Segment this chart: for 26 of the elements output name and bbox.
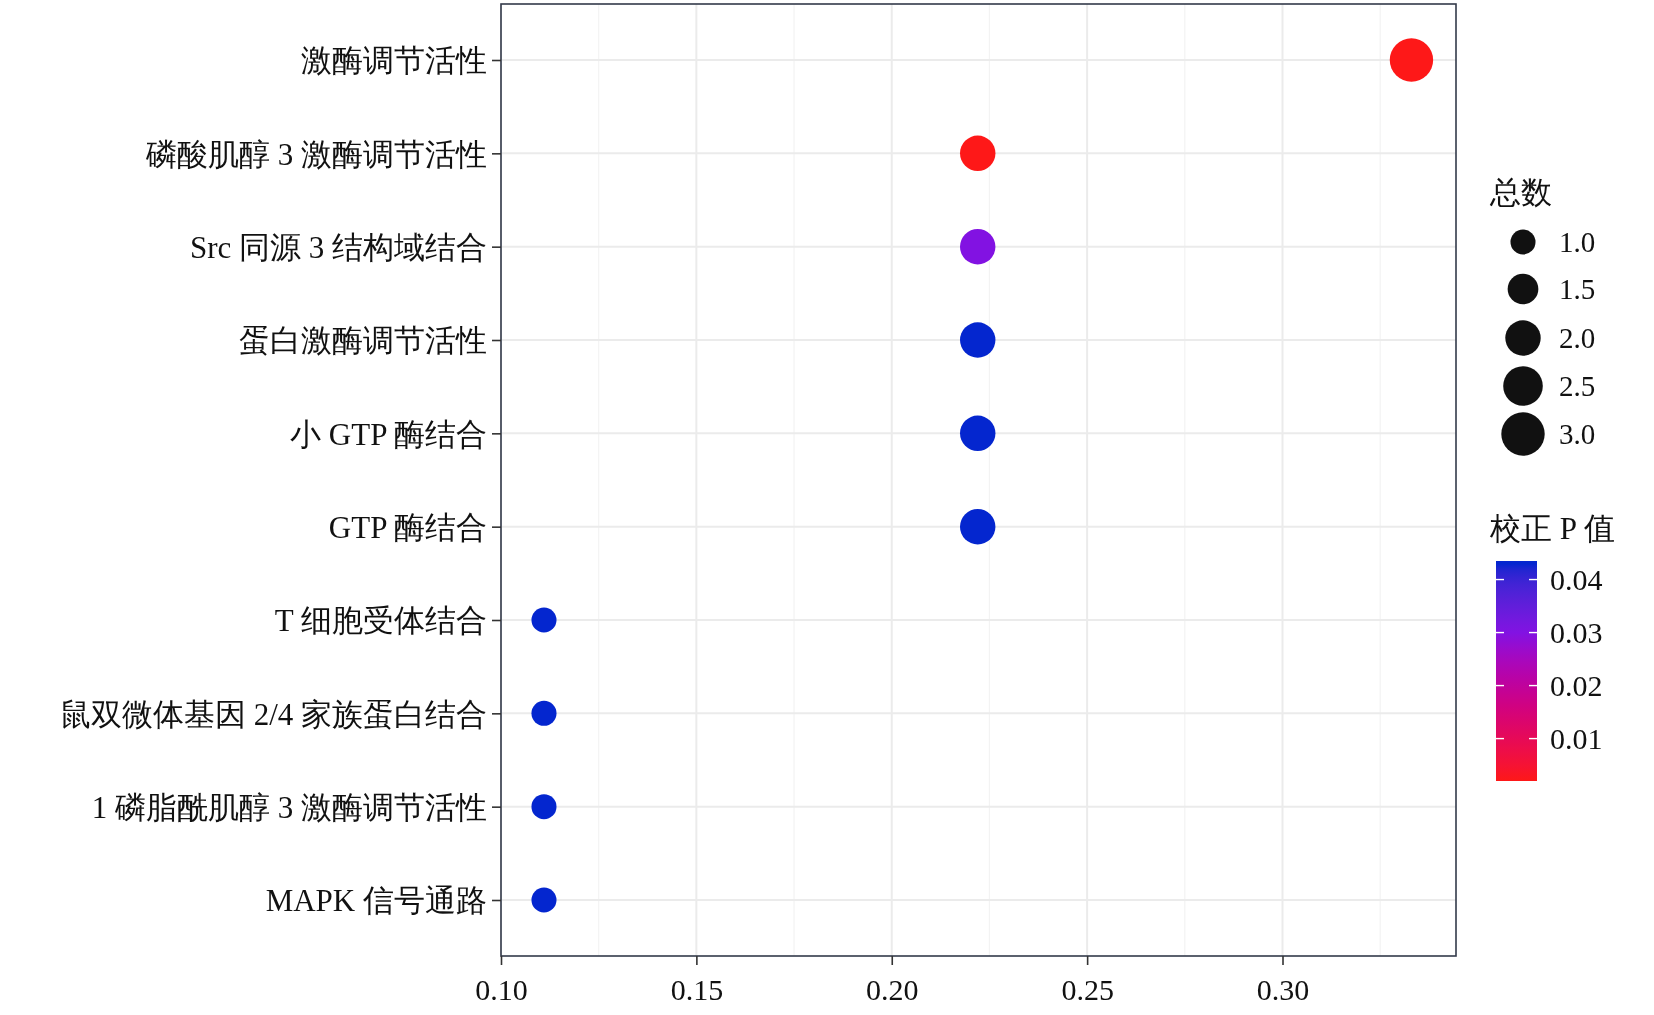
legend-label: 1.5: [1559, 273, 1596, 306]
y-tick-label: 磷酸肌醇 3 激酶调节活性: [145, 136, 487, 172]
y-tick-label: Src 同源 3 结构域结合: [189, 230, 487, 266]
color-bar-title: 校正 P 值: [1489, 511, 1615, 546]
color-bar-label: 0.03: [1550, 616, 1603, 650]
y-tick-label: 小 GTP 酶结合: [290, 416, 487, 452]
y-tick-label: 1 磷脂酰肌醇 3 激酶调节活性: [91, 790, 487, 826]
legend-label: 2.5: [1559, 370, 1596, 403]
y-tick-label: 蛋白激酶调节活性: [239, 323, 487, 359]
y-tick-label: T 细胞受体结合: [274, 603, 487, 639]
color-bar-label: 0.02: [1550, 669, 1603, 703]
y-tick-label: GTP 酶结合: [328, 510, 487, 546]
y-tick-label: 鼠双微体基因 2/4 家族蛋白结合: [59, 696, 487, 732]
color-bar-label: 0.01: [1550, 722, 1603, 756]
x-tick-label: 0.25: [1061, 973, 1114, 1007]
x-tick-label: 0.30: [1256, 973, 1310, 1007]
y-tick-label: MAPK 信号通路: [265, 883, 487, 919]
legend-label: 2.0: [1559, 322, 1596, 355]
legend-label: 1.0: [1559, 226, 1596, 259]
y-tick-label: 激酶调节活性: [301, 43, 487, 79]
legend-title: 总数: [1489, 175, 1552, 210]
color-bar-label: 0.04: [1550, 563, 1603, 597]
x-tick-label: 0.15: [670, 973, 724, 1007]
x-tick-label: 0.20: [866, 973, 919, 1007]
x-tick-label: 0.10: [475, 973, 528, 1007]
legend-label: 3.0: [1559, 418, 1596, 451]
